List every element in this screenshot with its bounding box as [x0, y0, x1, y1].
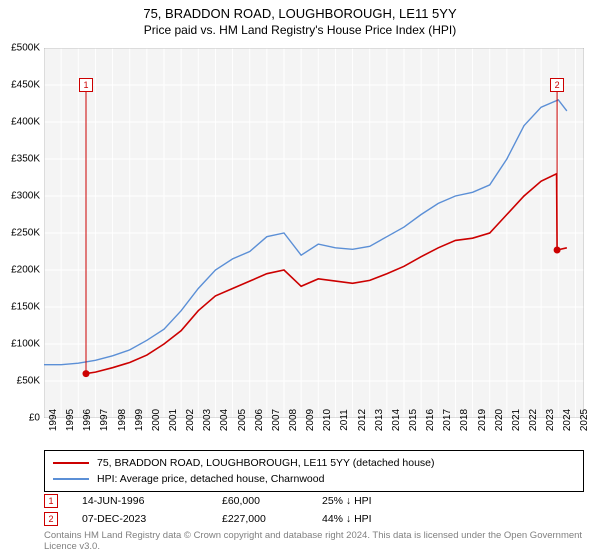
x-tick-label: 2012 — [357, 409, 368, 431]
x-tick-label: 1996 — [82, 409, 93, 431]
x-tick-label: 1999 — [134, 409, 145, 431]
x-tick-label: 2010 — [322, 409, 333, 431]
legend-label: 75, BRADDON ROAD, LOUGHBOROUGH, LE11 5YY… — [97, 457, 435, 469]
y-tick-label: £250K — [11, 228, 40, 239]
x-tick-label: 2009 — [305, 409, 316, 431]
x-tick-label: 2015 — [408, 409, 419, 431]
y-tick-label: £400K — [11, 117, 40, 128]
y-tick-label: £300K — [11, 191, 40, 202]
x-tick-label: 2001 — [168, 409, 179, 431]
legend-label: HPI: Average price, detached house, Char… — [97, 473, 324, 485]
x-tick-label: 1994 — [48, 409, 59, 431]
titles: 75, BRADDON ROAD, LOUGHBOROUGH, LE11 5YY… — [0, 0, 600, 37]
x-tick-label: 2004 — [219, 409, 230, 431]
chart-marker-1: 1 — [79, 78, 93, 92]
x-tick-label: 2007 — [271, 409, 282, 431]
legend: 75, BRADDON ROAD, LOUGHBOROUGH, LE11 5YY… — [44, 450, 584, 492]
x-tick-label: 2003 — [202, 409, 213, 431]
x-tick-label: 1997 — [99, 409, 110, 431]
x-tick-label: 1998 — [117, 409, 128, 431]
transaction-price: £227,000 — [222, 513, 322, 525]
chart-container: 75, BRADDON ROAD, LOUGHBOROUGH, LE11 5YY… — [0, 0, 600, 560]
x-tick-label: 2008 — [288, 409, 299, 431]
legend-item: HPI: Average price, detached house, Char… — [53, 471, 575, 487]
chart-area: £0£50K£100K£150K£200K£250K£300K£350K£400… — [44, 48, 584, 418]
transaction-marker: 1 — [44, 494, 58, 508]
transaction-date: 14-JUN-1996 — [82, 495, 222, 507]
attribution-text: Contains HM Land Registry data © Crown c… — [44, 530, 584, 553]
x-tick-label: 2019 — [477, 409, 488, 431]
x-tick-label: 2025 — [579, 409, 590, 431]
transaction-rows: 1 14-JUN-1996£60,00025% ↓ HPI 2 07-DEC-2023… — [44, 492, 584, 528]
transaction-row: 1 14-JUN-1996£60,00025% ↓ HPI — [44, 492, 584, 510]
x-tick-label: 2022 — [528, 409, 539, 431]
transaction-price: £60,000 — [222, 495, 322, 507]
x-tick-label: 2018 — [459, 409, 470, 431]
y-tick-label: £350K — [11, 154, 40, 165]
x-tick-label: 2021 — [511, 409, 522, 431]
chart-subtitle: Price paid vs. HM Land Registry's House … — [0, 23, 600, 37]
y-tick-label: £100K — [11, 339, 40, 350]
legend-item: 75, BRADDON ROAD, LOUGHBOROUGH, LE11 5YY… — [53, 455, 575, 471]
x-tick-label: 2014 — [391, 409, 402, 431]
y-tick-label: £450K — [11, 80, 40, 91]
x-tick-label: 2023 — [545, 409, 556, 431]
x-tick-label: 1995 — [65, 409, 76, 431]
x-tick-label: 2013 — [374, 409, 385, 431]
x-tick-label: 2017 — [442, 409, 453, 431]
y-tick-label: £200K — [11, 265, 40, 276]
x-tick-label: 2011 — [339, 409, 350, 431]
transaction-date: 07-DEC-2023 — [82, 513, 222, 525]
transaction-marker: 2 — [44, 512, 58, 526]
legend-swatch — [53, 478, 89, 480]
x-tick-label: 2005 — [237, 409, 248, 431]
y-tick-label: £150K — [11, 302, 40, 313]
transaction-pct: 25% ↓ HPI — [322, 495, 442, 507]
x-tick-label: 2020 — [494, 409, 505, 431]
chart-svg — [44, 48, 584, 418]
transaction-row: 2 07-DEC-2023£227,00044% ↓ HPI — [44, 510, 584, 528]
y-tick-label: £50K — [17, 376, 40, 387]
x-tick-label: 2000 — [151, 409, 162, 431]
x-tick-label: 2006 — [254, 409, 265, 431]
legend-swatch — [53, 462, 89, 464]
y-tick-label: £500K — [11, 43, 40, 54]
x-tick-label: 2016 — [425, 409, 436, 431]
x-tick-label: 2024 — [562, 409, 573, 431]
transaction-pct: 44% ↓ HPI — [322, 513, 442, 525]
y-tick-label: £0 — [29, 413, 40, 424]
x-tick-label: 2002 — [185, 409, 196, 431]
chart-title: 75, BRADDON ROAD, LOUGHBOROUGH, LE11 5YY — [0, 6, 600, 21]
chart-marker-2: 2 — [550, 78, 564, 92]
